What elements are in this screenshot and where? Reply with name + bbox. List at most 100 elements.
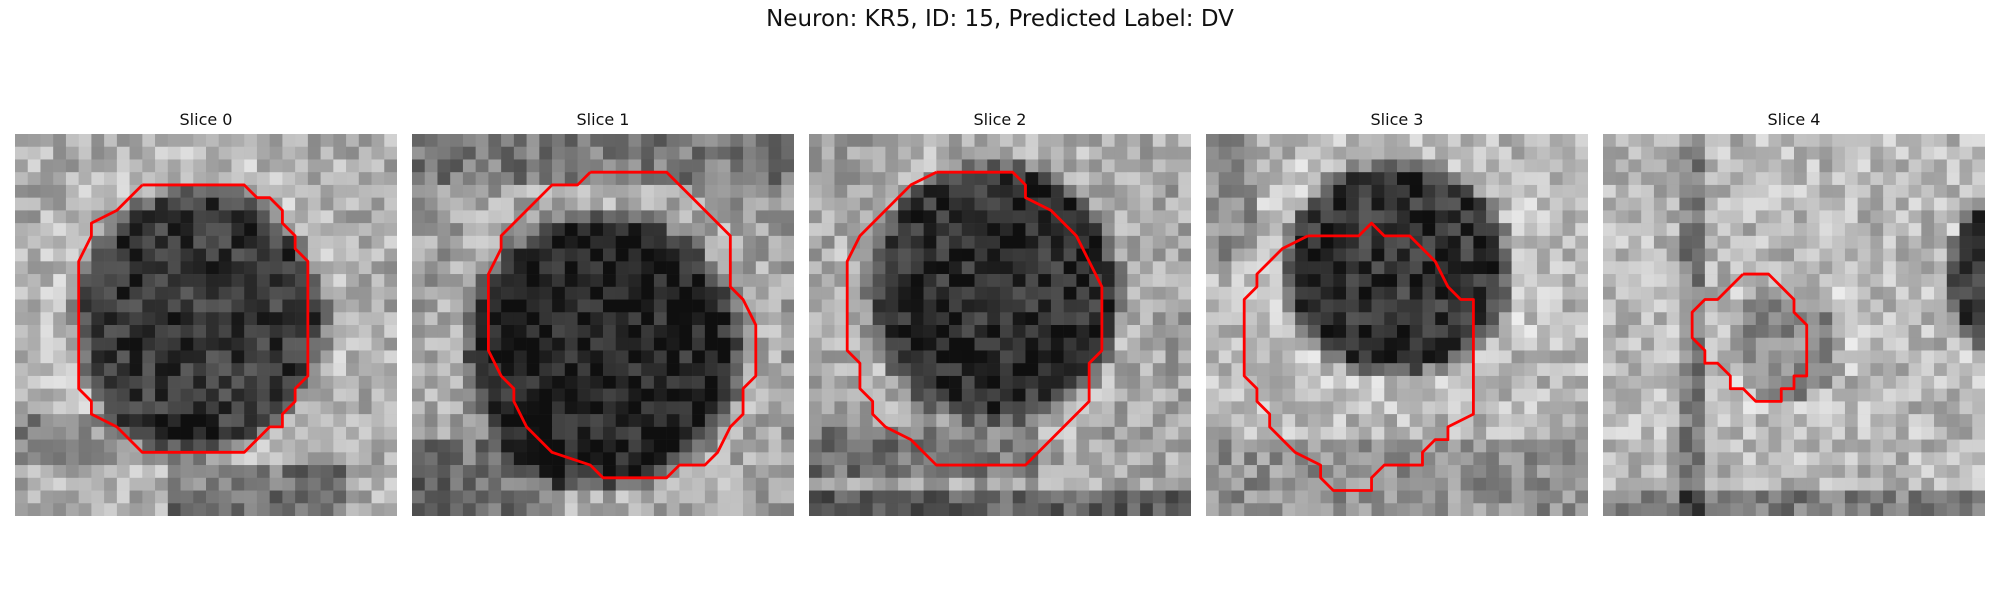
image-pixel — [15, 375, 28, 389]
image-pixel — [78, 465, 92, 479]
image-pixel — [1447, 146, 1461, 160]
image-pixel — [834, 477, 848, 491]
image-pixel — [679, 248, 693, 262]
image-pixel — [1603, 197, 1616, 211]
image-pixel — [104, 223, 118, 237]
image-pixel — [1768, 299, 1782, 313]
image-pixel — [1000, 261, 1013, 275]
image-pixel — [577, 223, 591, 237]
image-pixel — [1346, 401, 1360, 415]
image-pixel — [1206, 159, 1219, 173]
image-pixel — [1282, 312, 1296, 326]
image-pixel — [295, 210, 309, 224]
image-pixel — [475, 337, 489, 351]
image-pixel — [1000, 210, 1013, 224]
image-pixel — [1076, 350, 1090, 364]
image-pixel — [1666, 452, 1680, 466]
image-pixel — [1384, 375, 1398, 389]
image-pixel — [859, 337, 873, 351]
image-pixel — [743, 503, 757, 516]
image-pixel — [1730, 235, 1744, 249]
image-pixel — [704, 325, 718, 338]
image-pixel — [1946, 452, 1960, 466]
image-pixel — [1050, 490, 1064, 504]
image-pixel — [142, 490, 156, 504]
image-pixel — [346, 363, 360, 377]
image-pixel — [1603, 223, 1616, 237]
image-pixel — [1269, 172, 1283, 186]
image-pixel — [1050, 350, 1064, 364]
image-pixel — [91, 146, 105, 160]
image-pixel — [1628, 134, 1642, 147]
image-pixel — [949, 159, 963, 173]
image-pixel — [834, 184, 848, 198]
image-pixel — [961, 325, 975, 338]
image-pixel — [475, 172, 489, 186]
image-pixel — [1819, 312, 1833, 326]
image-pixel — [116, 375, 130, 389]
image-pixel — [256, 375, 270, 389]
image-pixel — [1537, 286, 1551, 300]
image-pixel — [590, 312, 604, 326]
image-pixel — [1946, 184, 1960, 198]
image-pixel — [412, 490, 425, 504]
image-pixel — [949, 223, 963, 237]
image-pixel — [384, 325, 397, 338]
image-pixel — [834, 337, 848, 351]
image-pixel — [371, 274, 385, 288]
image-pixel — [768, 414, 782, 428]
image-pixel — [590, 248, 604, 262]
image-pixel — [206, 210, 219, 224]
image-pixel — [755, 274, 769, 288]
image-pixel — [704, 337, 718, 351]
image-pixel — [628, 477, 642, 491]
image-pixel — [155, 452, 169, 466]
image-pixel — [1244, 490, 1258, 504]
image-pixel — [1435, 159, 1449, 173]
image-pixel — [282, 312, 296, 326]
image-pixel — [1641, 503, 1655, 516]
image-pixel — [1358, 477, 1372, 491]
image-pixel — [679, 477, 693, 491]
image-pixel — [923, 503, 937, 516]
image-pixel — [1806, 350, 1820, 364]
image-pixel — [53, 134, 67, 147]
image-pixel — [910, 235, 924, 249]
image-pixel — [15, 184, 28, 198]
image-pixel — [1511, 325, 1525, 338]
image-pixel — [437, 184, 451, 198]
image-pixel — [1012, 465, 1026, 479]
image-pixel — [1603, 325, 1616, 338]
image-pixel — [821, 261, 835, 275]
image-pixel — [1333, 363, 1347, 377]
image-pixel — [218, 197, 232, 211]
image-pixel — [1679, 337, 1693, 351]
image-pixel — [488, 235, 502, 249]
image-pixel — [40, 426, 54, 440]
image-pixel — [564, 184, 578, 198]
image-pixel — [717, 414, 731, 428]
image-pixel — [1140, 388, 1154, 402]
image-pixel — [1908, 159, 1922, 173]
image-pixel — [27, 477, 41, 491]
image-pixel — [1832, 159, 1846, 173]
image-pixel — [358, 312, 372, 326]
image-pixel — [1870, 223, 1884, 237]
image-pixel — [15, 223, 28, 237]
image-pixel — [1870, 274, 1884, 288]
image-pixel — [1730, 388, 1744, 402]
image-pixel — [1857, 134, 1871, 147]
image-pixel — [1641, 439, 1655, 453]
image-pixel — [1511, 299, 1525, 313]
image-pixel — [834, 134, 848, 147]
image-pixel — [412, 134, 425, 147]
image-pixel — [384, 312, 397, 326]
image-pixel — [501, 286, 515, 300]
image-pixel — [666, 503, 680, 516]
image-pixel — [923, 235, 937, 249]
image-pixel — [1628, 286, 1642, 300]
image-pixel — [1333, 388, 1347, 402]
image-pixel — [936, 159, 950, 173]
image-pixel — [1575, 350, 1588, 364]
image-pixel — [809, 159, 822, 173]
